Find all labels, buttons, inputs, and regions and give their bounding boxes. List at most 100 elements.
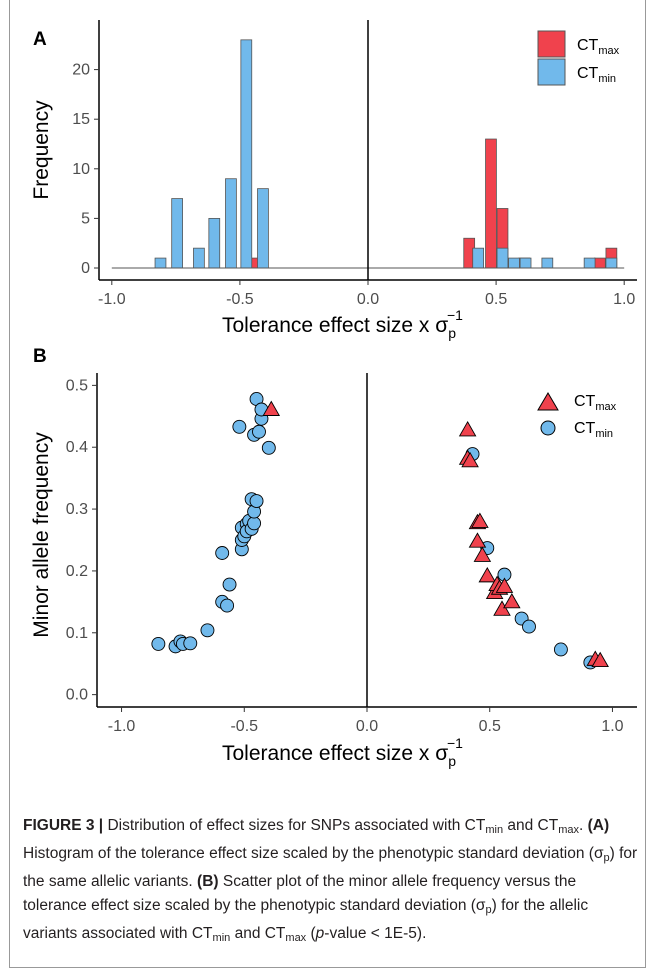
legend-b-ctmin: CTmin xyxy=(574,420,613,440)
y-tick-label: 0.3 xyxy=(66,501,88,518)
legend-b-ctmin-circle xyxy=(540,420,556,436)
legend-b-ctmax: CTmax xyxy=(574,393,617,413)
scatter-point-ctmax xyxy=(478,566,497,583)
panel-a-x-ticks: -1.0 -0.5 0.0 0.5 1.0 xyxy=(98,280,635,308)
panel-b: B Minor allele frequency -1.0 -0.5 0.0 0.5 1… xyxy=(30,346,637,769)
x-tick-label: -1.0 xyxy=(108,718,136,735)
x-tick-label: -0.5 xyxy=(230,718,258,735)
figure-caption: FIGURE 3 | Distribution of effect sizes … xyxy=(23,814,638,950)
caption-text: ( xyxy=(306,925,316,942)
scatter-point-ctmax xyxy=(503,592,521,609)
x-tick-label: 1.0 xyxy=(613,291,635,308)
scatter-point-ctmax xyxy=(473,546,492,562)
caption-panel-a-ref: (A) xyxy=(587,817,610,834)
panel-b-x-ticks: -1.0 -0.5 0.0 0.5 1.0 xyxy=(108,707,624,735)
histogram-bar-ctmin xyxy=(496,247,509,269)
scatter-point-ctmin xyxy=(222,577,237,592)
panel-a: A Frequency -1.0 -0.5 0.0 0.5 1.0 0 5 10 15 20 T… xyxy=(30,20,637,341)
caption-text: . xyxy=(579,817,588,834)
xlabel-sub: p xyxy=(448,753,456,769)
y-tick-label: 0.0 xyxy=(66,687,88,704)
scatter-point-ctmin xyxy=(232,419,247,434)
figure-frame xyxy=(9,0,646,968)
scatter-point-ctmin xyxy=(522,619,536,634)
scatter-point-ctmax xyxy=(468,532,487,548)
histogram-bar-ctmin xyxy=(472,247,485,269)
scatter-point-ctmin xyxy=(151,636,166,651)
scatter-point-ctmin xyxy=(553,642,568,657)
scatter-point-ctmin xyxy=(249,494,264,508)
y-tick-label: 0.2 xyxy=(66,563,88,580)
y-tick-label: 0 xyxy=(81,260,90,277)
x-tick-label: 0.0 xyxy=(356,718,378,735)
x-tick-label: 0.5 xyxy=(485,291,507,308)
scatter-point-ctmin xyxy=(252,424,266,439)
scatter-point-ctmin xyxy=(261,440,276,455)
caption-text: ) for the same allelic variants. xyxy=(23,845,638,890)
histogram-bar-ctmin xyxy=(240,39,253,269)
scatter-point-ctmin xyxy=(215,546,230,560)
panel-a-legend: CTmax CTmin xyxy=(537,30,620,86)
scatter-point-ctmin xyxy=(183,636,198,651)
histogram-bar-ctmin xyxy=(225,178,237,269)
panel-b-xlabel: Tolerance effect size x σp −1 xyxy=(222,735,463,769)
x-tick-label: 0.0 xyxy=(357,291,379,308)
panel-b-y-ticks: 0.0 0.1 0.2 0.3 0.4 0.5 xyxy=(66,377,97,704)
scatter-point-ctmin xyxy=(220,598,235,613)
scatter-point-ctmax xyxy=(458,420,477,437)
y-tick-label: 15 xyxy=(72,111,90,128)
caption-sub: max xyxy=(285,932,307,944)
x-tick-label: 1.0 xyxy=(601,718,623,735)
panel-b-ylabel: Minor allele frequency xyxy=(30,432,53,638)
scatter-point-ctmax xyxy=(262,400,281,416)
histogram-bar-ctmin xyxy=(257,188,269,269)
histogram-bar-ctmin xyxy=(508,257,520,269)
x-tick-label: 0.5 xyxy=(479,718,501,735)
caption-text: -value < 1E-5). xyxy=(324,925,427,942)
caption-text: Histogram of the tolerance effect size s… xyxy=(23,845,604,862)
caption-sub: min xyxy=(212,932,231,944)
histogram-bar-ctmin xyxy=(193,247,205,269)
caption-text: and CT xyxy=(230,925,286,942)
panel-a-xlabel: Tolerance effect size x σp −1 xyxy=(222,307,463,341)
caption-label: FIGURE 3 | xyxy=(23,817,104,834)
caption-text: ) for the allelic variants associated wi… xyxy=(23,897,589,942)
y-tick-label: 20 xyxy=(72,62,90,79)
figure-svg: A Frequency -1.0 -0.5 0.0 0.5 1.0 0 5 10 15 20 T… xyxy=(30,20,637,769)
x-tick-label: -1.0 xyxy=(98,291,126,308)
histogram-bar-ctmin xyxy=(154,257,167,269)
panel-b-label: B xyxy=(33,346,47,367)
caption-text: Scatter plot of the minor allele frequen… xyxy=(23,873,577,914)
histogram-bar-ctmax xyxy=(594,257,606,269)
caption-panel-b-ref: (B) xyxy=(197,873,219,890)
scatter-point-ctmin xyxy=(247,516,262,531)
histogram-bar-ctmin xyxy=(208,217,221,269)
caption-italic: p xyxy=(315,925,325,942)
scatter-point-ctmax xyxy=(471,512,489,528)
scatter-point-ctmin xyxy=(200,623,215,638)
legend-a-ctmin: CTmin xyxy=(577,65,616,85)
caption-text: Distribution of effect sizes for SNPs as… xyxy=(103,817,486,834)
histogram-bar-ctmin xyxy=(171,198,183,269)
legend-a-ctmax: CTmax xyxy=(577,37,620,57)
scatter-point-ctmax xyxy=(461,451,479,468)
xlabel-main: Tolerance effect size x σ xyxy=(222,314,448,337)
y-tick-label: 0.1 xyxy=(66,625,88,642)
panel-a-ylabel: Frequency xyxy=(30,100,53,200)
y-tick-label: 0.5 xyxy=(66,377,88,394)
xlabel-main: Tolerance effect size x σ xyxy=(222,742,448,765)
panel-a-label: A xyxy=(33,29,47,50)
panel-a-y-ticks: 0 5 10 15 20 xyxy=(72,62,99,277)
caption-sub: p xyxy=(485,904,492,916)
caption-text: and CT xyxy=(503,817,559,834)
panel-b-points xyxy=(151,392,609,670)
caption-sub: p xyxy=(603,852,610,864)
y-tick-label: 0.4 xyxy=(66,439,88,456)
scatter-point-ctmax xyxy=(591,651,609,668)
xlabel-sup: −1 xyxy=(447,307,463,323)
x-tick-label: -0.5 xyxy=(226,291,254,308)
legend-b-ctmax-triangle xyxy=(537,392,559,411)
panel-b-legend: CTmax CTmin xyxy=(537,392,617,440)
histogram-bar-ctmax xyxy=(485,138,497,269)
legend-a-ctmin-swatch xyxy=(537,58,566,86)
